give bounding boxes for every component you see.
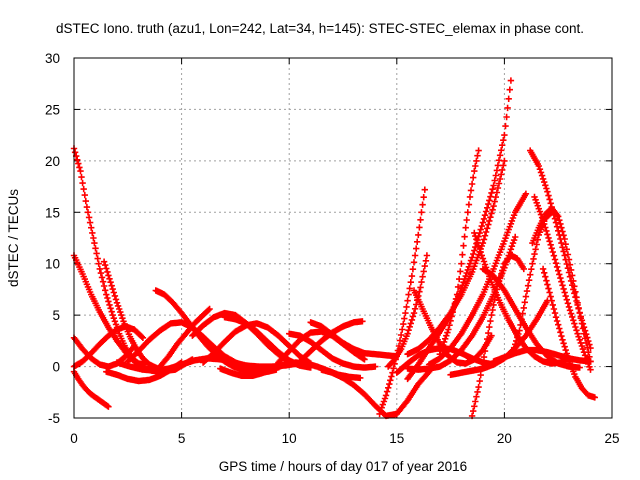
x-tick-label: 5 — [178, 431, 186, 446]
data-series — [468, 252, 527, 420]
x-tick-label: 25 — [604, 431, 619, 446]
data-series — [531, 193, 594, 373]
data-series — [425, 190, 530, 368]
data-series — [410, 287, 495, 367]
y-tick-label: -5 — [48, 411, 60, 426]
data-series — [156, 305, 213, 370]
data-series — [529, 205, 594, 365]
data-series — [296, 318, 366, 365]
data-points — [156, 305, 213, 370]
data-points — [425, 190, 530, 368]
data-series — [539, 265, 598, 401]
data-points — [468, 252, 527, 420]
data-series — [307, 319, 400, 360]
data-series — [318, 366, 433, 420]
data-points — [531, 193, 594, 373]
chart-title: dSTEC Iono. truth (azu1, Lon=242, Lat=34… — [56, 21, 584, 36]
x-tick-label: 0 — [70, 431, 78, 446]
data-points — [436, 147, 482, 358]
plot-frame — [73, 57, 613, 419]
data-points — [529, 205, 594, 365]
x-axis-label: GPS time / hours of day 017 of year 2016 — [219, 459, 467, 474]
data-points — [286, 330, 379, 371]
data-points — [307, 319, 400, 360]
data-layer — [70, 77, 598, 420]
y-tick-label: 20 — [45, 154, 60, 169]
y-tick-label: 10 — [45, 257, 60, 272]
data-points — [539, 265, 598, 401]
data-points — [70, 368, 112, 410]
y-axis-label: dSTEC / TECUs — [6, 189, 21, 287]
y-tick-label: 0 — [52, 360, 60, 375]
x-tick-label: 10 — [282, 431, 297, 446]
data-points — [296, 318, 366, 365]
y-tick-label: 5 — [52, 308, 60, 323]
data-series — [286, 330, 379, 371]
y-tick-label: 30 — [45, 51, 60, 66]
data-series — [70, 368, 112, 410]
data-points — [410, 287, 495, 367]
x-tick-label: 15 — [389, 431, 404, 446]
y-tick-label: 15 — [45, 205, 60, 220]
x-tick-label: 20 — [497, 431, 512, 446]
data-series — [436, 147, 482, 358]
data-points — [318, 366, 433, 420]
y-tick-label: 25 — [45, 102, 60, 117]
